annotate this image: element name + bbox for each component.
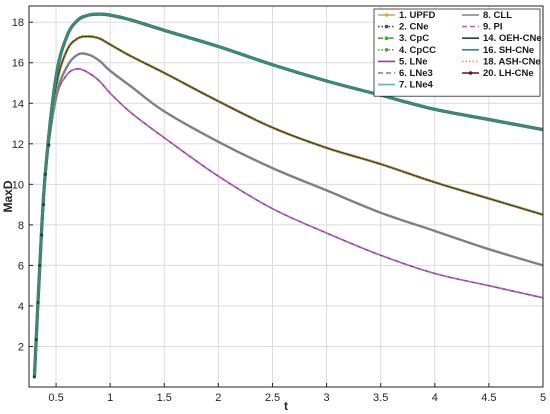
legend-label: 9. PI — [483, 22, 503, 33]
legend-label: 7. LNe4 — [399, 80, 434, 91]
y-tick-label: 2 — [18, 341, 24, 353]
legend-marker — [384, 36, 389, 40]
legend-item: 9. PI — [462, 22, 503, 33]
x-axis-title: t — [284, 399, 288, 413]
legend-label: 18. ASH-CNe — [483, 56, 541, 67]
x-tick-label: 4 — [432, 392, 438, 404]
legend-label: 16. SH-CNe — [483, 45, 534, 56]
x-tick-label: 4.5 — [481, 392, 496, 404]
y-tick-label: 12 — [12, 139, 24, 151]
y-axis-title: MaxD — [1, 180, 15, 212]
legend-item: 5. LNe — [378, 56, 428, 67]
legend-item: 16. SH-CNe — [462, 45, 534, 56]
legend-marker — [384, 48, 389, 52]
y-tick-label: 4 — [18, 301, 24, 313]
legend-item: 1. UPFD — [378, 10, 436, 21]
series-marker — [32, 375, 37, 379]
legend-label: 6. LNe3 — [399, 68, 433, 79]
series-marker — [34, 338, 38, 342]
legend-item: 4. CpCC — [378, 45, 436, 56]
y-tick-label: 16 — [12, 58, 24, 70]
legend-box — [373, 8, 541, 97]
legend-marker — [468, 71, 473, 75]
legend-item: 20. LH-CNe — [462, 68, 534, 79]
legend-marker — [384, 24, 389, 29]
series-marker — [47, 143, 51, 147]
series-marker — [38, 263, 42, 268]
axis-ticks: 0.5 1 1.5 2 2.5 3 3.5 4 4.5 5 2 4 6 8 10 12 14 16 18 — [12, 17, 546, 404]
legend-item: 3. CpC — [378, 33, 429, 44]
x-tick-label: 3.5 — [373, 392, 388, 404]
legend-label: 14. OEH-CNe — [483, 33, 542, 44]
legend-label: 5. LNe — [399, 56, 428, 67]
y-tick-label: 6 — [18, 260, 24, 272]
series-markers — [32, 143, 51, 379]
legend-item: 6. LNe3 — [378, 68, 433, 79]
y-tick-label: 10 — [12, 179, 24, 191]
x-tick-label: 0.5 — [48, 392, 63, 404]
series-marker — [41, 203, 46, 207]
legend-label: 8. CLL — [483, 10, 512, 21]
y-tick-label: 18 — [12, 17, 24, 29]
x-tick-label: 3 — [324, 392, 330, 404]
legend-label: 1. UPFD — [399, 10, 436, 21]
x-tick-label: 2 — [215, 392, 221, 404]
legend-label: 3. CpC — [399, 33, 429, 44]
x-tick-label: 1 — [107, 392, 113, 404]
legend-label: 2. CNe — [399, 22, 429, 33]
y-tick-label: 8 — [18, 220, 24, 232]
legend-item: 2. CNe — [378, 22, 429, 33]
legend-item: 18. ASH-CNe — [462, 56, 541, 67]
x-tick-label: 2.5 — [265, 392, 280, 404]
legend-label: 4. CpCC — [399, 45, 436, 56]
legend-item: 14. OEH-CNe — [462, 33, 542, 44]
legend-marker — [384, 13, 389, 17]
legend-item: 8. CLL — [462, 10, 512, 21]
plot-area-frame — [28, 5, 544, 388]
series-marker — [36, 300, 40, 305]
y-tick-label: 14 — [12, 98, 24, 110]
series-marker — [43, 172, 47, 176]
series-marker — [40, 233, 44, 237]
x-tick-label: 5 — [540, 392, 546, 404]
legend-label: 20. LH-CNe — [483, 68, 534, 79]
legend-item: 7. LNe4 — [378, 80, 434, 91]
x-tick-label: 1.5 — [157, 392, 172, 404]
